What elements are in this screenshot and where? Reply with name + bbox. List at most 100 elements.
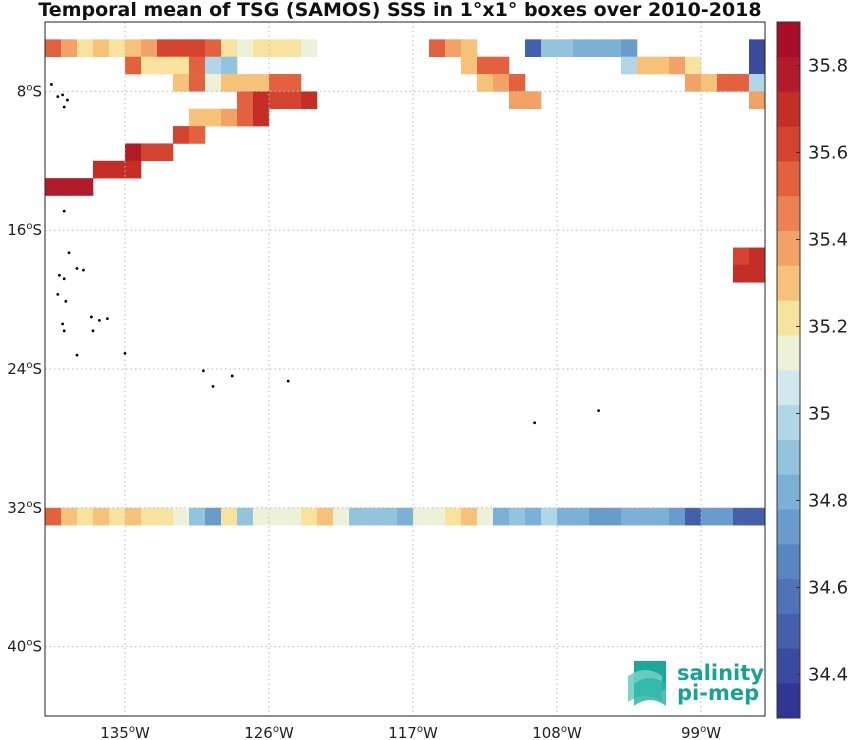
sss-cell [45, 178, 62, 196]
colorbar-segment [777, 439, 800, 475]
sss-cell [749, 56, 766, 75]
sss-cell [397, 507, 414, 526]
longitude-tick-label: 108oW [532, 724, 582, 740]
sss-cell [125, 39, 142, 57]
sss-cell [733, 264, 750, 283]
sss-cell [717, 507, 734, 526]
latitude-tick-label: 40oS [7, 638, 42, 656]
sss-cell [141, 507, 158, 526]
island-mark [75, 266, 79, 270]
sss-cell [493, 507, 510, 526]
sss-cell [349, 507, 366, 526]
sss-cell [157, 39, 174, 57]
sss-cell [109, 160, 126, 179]
island-mark [533, 421, 536, 425]
latitude-tick-label: 16oS [7, 221, 42, 239]
colorbar-segment [777, 683, 800, 719]
sss-cell [461, 507, 478, 526]
sss-cell [669, 507, 686, 526]
sss-cell [125, 507, 142, 526]
colorbar-segment [777, 509, 800, 545]
colorbar: 35.8 35.6 35.4 35.2 35 34.8 34.6 34.4 [776, 21, 848, 719]
sss-cell [205, 39, 222, 57]
sss-cell [125, 160, 142, 179]
sss-cell [205, 507, 222, 526]
longitude-axis: 135oW 126oW 117oW 108oW 99oW [100, 724, 721, 740]
sss-cell [237, 74, 254, 92]
sss-cell [589, 39, 606, 57]
colorbar-tick-label: 35.4 [808, 230, 848, 251]
island-mark [82, 268, 85, 272]
sss-cell [637, 56, 654, 75]
graticule [45, 22, 765, 716]
sss-cell [701, 74, 718, 92]
sss-cell [749, 39, 766, 57]
colorbar-segment [777, 474, 800, 510]
sss-cell [525, 507, 542, 526]
sss-cell [253, 91, 270, 110]
island-mark [91, 329, 95, 333]
colorbar-tick-label: 34.6 [808, 578, 848, 599]
island-mark [211, 384, 215, 388]
longitude-tick-label: 126oW [244, 724, 294, 740]
sss-cell [189, 56, 206, 75]
sss-cell [317, 507, 334, 526]
sss-cell [733, 247, 750, 266]
salinity-pi-mep-logo: salinity pi-mep [628, 661, 764, 706]
island-mark [66, 98, 69, 102]
sss-cell [509, 74, 526, 92]
sss-cell [669, 56, 686, 75]
sss-cell [77, 178, 94, 196]
colorbar-tick-label: 35.6 [808, 143, 848, 164]
sss-cell [45, 507, 62, 526]
sss-cell [269, 74, 286, 92]
sss-cell [269, 39, 286, 57]
sss-cell [253, 507, 270, 526]
sss-cell [605, 39, 622, 57]
sss-cell [221, 56, 238, 75]
colorbar-segment [777, 404, 800, 440]
colorbar-segment [777, 578, 800, 614]
longitude-tick-label: 117oW [388, 724, 438, 740]
sss-cell [733, 74, 750, 92]
sss-cell [477, 507, 494, 526]
sss-cell [189, 507, 206, 526]
colorbar-frame [776, 21, 801, 719]
sss-cell [189, 74, 206, 92]
sss-cell [157, 56, 174, 75]
sss-cell [173, 126, 190, 144]
sss-cell [749, 247, 766, 266]
sss-cell [333, 507, 350, 526]
sss-cell [301, 39, 318, 57]
sss-cell [301, 91, 318, 110]
colorbar-segment [777, 370, 800, 406]
sss-cell [573, 507, 590, 526]
island-mark [67, 251, 71, 255]
sss-cell [477, 56, 494, 75]
sss-cell [189, 126, 206, 144]
sss-cell [221, 39, 238, 57]
colorbar-segment [777, 335, 800, 371]
sss-cell [173, 56, 190, 75]
sss-cell [93, 160, 110, 179]
sss-cell [61, 507, 78, 526]
colorbar-segment [777, 300, 800, 336]
sss-cell [189, 39, 206, 57]
colorbar-tick-label: 35.8 [808, 56, 848, 77]
sss-cell [749, 74, 766, 92]
sss-cell [445, 39, 462, 57]
island-mark [106, 317, 109, 321]
sss-cell [61, 178, 78, 196]
colorbar-segment [777, 613, 800, 649]
sss-cell [77, 507, 94, 526]
island-mark [202, 369, 205, 373]
sss-cells-layer [45, 39, 766, 526]
sss-cell [253, 74, 270, 92]
sss-cell [157, 143, 174, 162]
sss-cell [93, 507, 110, 526]
land-layer [50, 83, 600, 425]
island-mark [62, 209, 66, 213]
island-mark [90, 315, 93, 319]
sss-cell [461, 56, 478, 75]
sss-cell [653, 56, 670, 75]
